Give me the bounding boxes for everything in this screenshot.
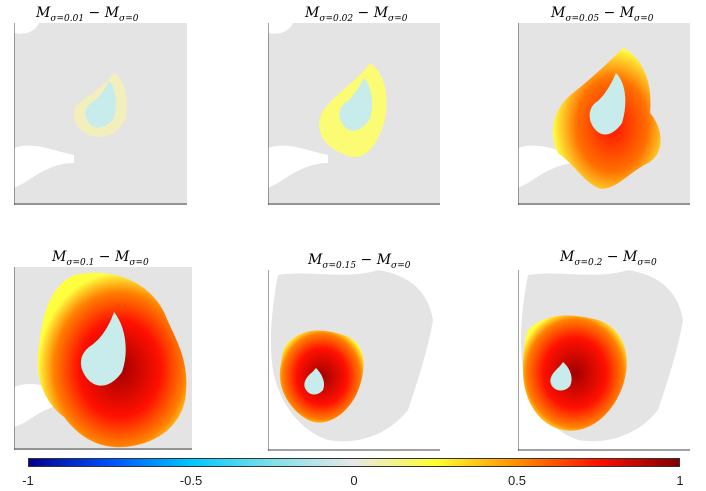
colorbar [28,458,680,467]
panel-sigma-0.1: Mσ=0.1 − Mσ=0 [14,249,192,450]
panel-sigma-0.01: Mσ=0.01 − Mσ=0 [14,5,187,205]
panel-title: Mσ=0.15 − Mσ=0 [308,252,411,271]
difference-map-0.05 [518,23,690,205]
difference-map-0.1 [14,267,192,450]
panel-title: Mσ=0.01 − Mσ=0 [36,5,139,24]
colorbar-tick-label: -1 [22,473,34,488]
difference-map-0.01 [14,23,187,205]
panel-sigma-0.15: Mσ=0.15 − Mσ=0 [268,252,440,451]
panel-title: Mσ=0.05 − Mσ=0 [551,5,654,24]
colorbar-tick-label: 0 [350,473,358,488]
panel-sigma-0.2: Mσ=0.2 − Mσ=0 [518,249,690,451]
panel-title: Mσ=0.2 − Mσ=0 [560,249,657,268]
panel-title: Mσ=0.02 − Mσ=0 [305,5,408,24]
difference-map-0.02 [268,23,440,205]
colorbar-tick-label: 1 [676,473,684,488]
panel-title: Mσ=0.1 − Mσ=0 [52,249,149,268]
colorbar-tick-label: -0.5 [179,473,203,488]
colorbar-tick-label: 0.5 [507,473,527,488]
difference-map-0.15 [268,270,440,451]
panel-sigma-0.02: Mσ=0.02 − Mσ=0 [268,5,440,205]
panel-sigma-0.05: Mσ=0.05 − Mσ=0 [518,5,690,205]
difference-map-0.2 [518,270,690,451]
